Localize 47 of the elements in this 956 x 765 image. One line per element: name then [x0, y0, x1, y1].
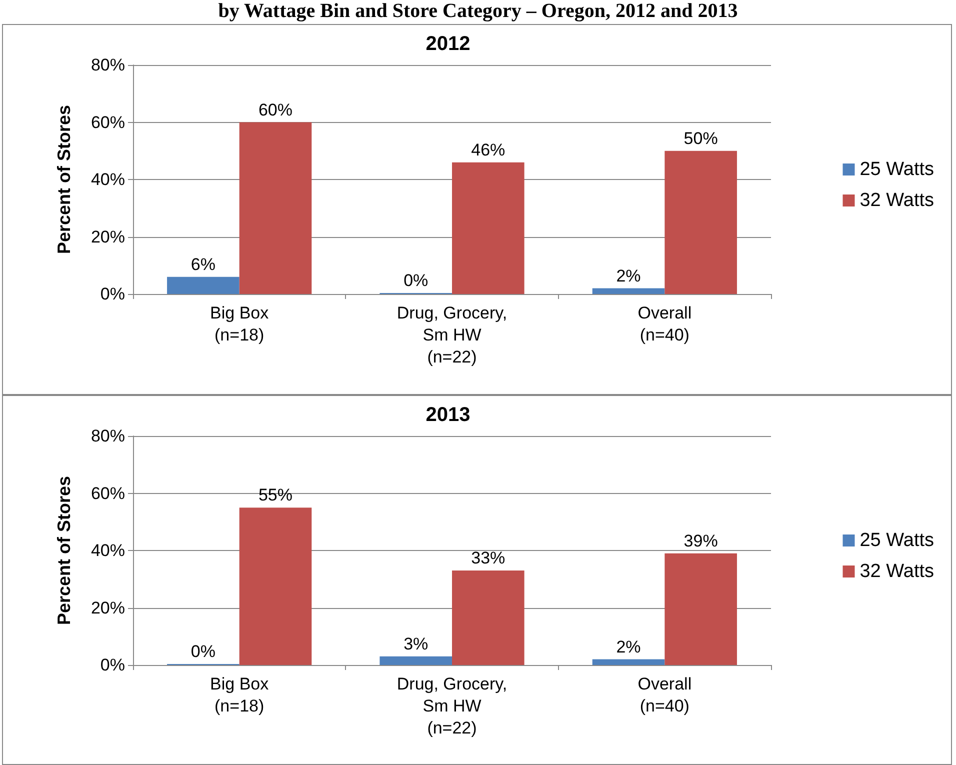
bar: [167, 276, 240, 294]
y-tick-label: 80%: [90, 56, 125, 74]
y-tick-label: 20%: [90, 598, 125, 617]
data-label: 50%: [684, 128, 718, 148]
bar: [239, 122, 312, 294]
text: by Wattage Bin and Store Category – Oregon, 2012 and 2013: [217, 0, 739, 22]
legend-label: 32 Watts: [860, 560, 934, 582]
data-label: 2%: [616, 636, 641, 656]
data-label: 39%: [684, 530, 718, 550]
y-tick-label: 80%: [90, 426, 125, 445]
data-label: 0%: [190, 642, 216, 660]
data-label: 60%: [258, 100, 292, 120]
data-label: 0%: [404, 271, 428, 290]
legend-label: 25 Watts: [860, 159, 934, 180]
legend-label: 32 Watts: [860, 190, 934, 211]
y-tick-label: 20%: [90, 227, 125, 246]
data-label: 3%: [404, 634, 428, 653]
data-label: 2%: [616, 266, 641, 286]
bar: [452, 162, 524, 294]
y-tick-label: 40%: [90, 170, 125, 189]
x-tick-label: Drug, Grocery, Sm HW (n=22): [396, 304, 508, 366]
data-label: 55%: [258, 485, 292, 504]
bar: [452, 570, 524, 664]
x-tick-label: Overall (n=40): [638, 304, 692, 344]
y-axis-title: Percent of Stores: [54, 104, 74, 254]
x-tick-label: Drug, Grocery, Sm HW (n=22): [396, 674, 508, 737]
bar: [592, 288, 665, 294]
x-tick-label: Big Box (n=18): [210, 674, 270, 715]
data-label: 33%: [471, 548, 506, 568]
y-tick-label: 60%: [90, 483, 125, 502]
data-label: 6%: [190, 254, 216, 274]
bar: [380, 656, 452, 664]
chart-title: 2013: [426, 404, 470, 426]
bar: [239, 507, 312, 664]
y-tick-label: 0%: [100, 655, 125, 674]
x-tick-label: Big Box (n=18): [210, 304, 270, 344]
bar: [592, 658, 665, 664]
y-tick-label: 60%: [90, 112, 125, 132]
bar: [664, 552, 737, 664]
legend-label: 25 Watts: [860, 530, 934, 550]
data-label: 46%: [471, 140, 506, 160]
bar: [664, 150, 737, 294]
y-tick-label: 0%: [100, 284, 125, 304]
y-tick-label: 40%: [90, 540, 125, 560]
x-tick-label: Overall (n=40): [638, 674, 692, 715]
y-axis-title: Percent of Stores: [54, 475, 74, 625]
chart-title: 2012: [426, 33, 470, 55]
